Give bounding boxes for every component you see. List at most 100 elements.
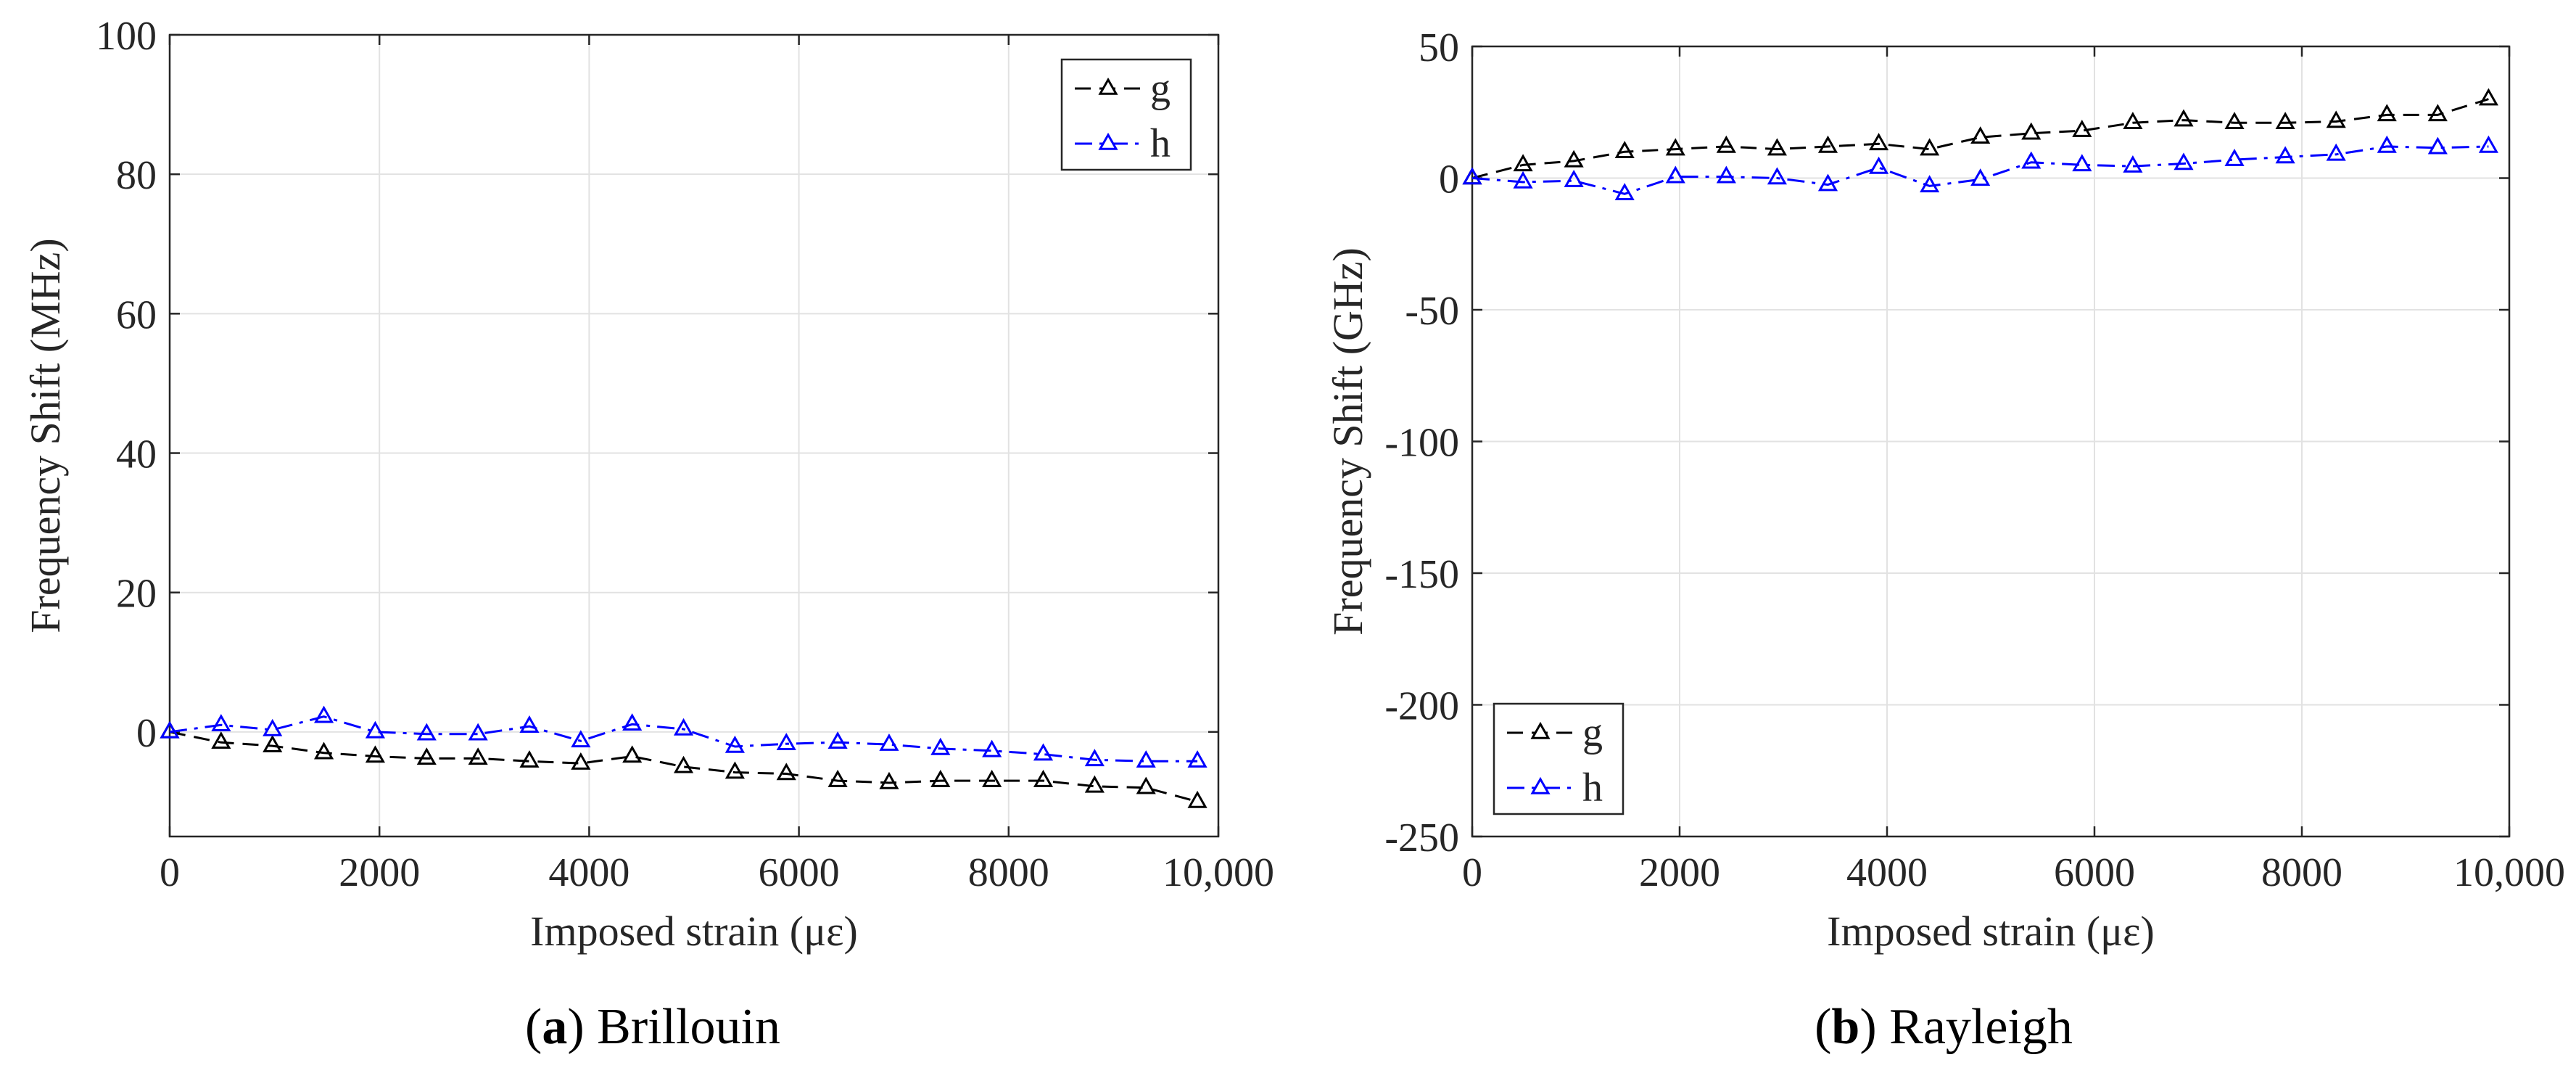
data-point-g — [930, 769, 951, 787]
data-point-g — [879, 771, 899, 789]
data-point-g — [1136, 776, 1156, 794]
legend-marker-g — [1098, 77, 1118, 95]
data-point-g — [263, 734, 283, 752]
series-line-g — [169, 731, 1198, 803]
data-point-g — [673, 755, 694, 773]
data-point-g — [1033, 769, 1054, 787]
data-point-g — [2174, 109, 2194, 127]
data-point-h — [468, 723, 488, 741]
series-line-h — [169, 715, 1198, 763]
data-point-h — [622, 713, 643, 731]
y-tick-label: -200 — [1384, 684, 1459, 729]
data-point-g — [1614, 141, 1635, 158]
data-point-h — [982, 739, 1002, 757]
data-point-h — [827, 731, 848, 749]
data-point-h — [365, 720, 385, 739]
data-point-g — [827, 769, 848, 787]
data-point-h — [571, 730, 591, 748]
data-point-g — [724, 761, 745, 779]
data-point-g — [2021, 122, 2042, 140]
data-point-h — [724, 735, 745, 753]
data-point-g — [1920, 138, 1940, 156]
legend-box — [1493, 702, 1625, 815]
y-axis-label: Frequency Shift (MHz) — [22, 238, 69, 633]
legend-label-h: h — [1582, 765, 1603, 810]
data-point-g — [1716, 135, 1736, 153]
y-tick-label: -150 — [1384, 552, 1459, 597]
data-point-g — [1084, 775, 1105, 793]
data-point-h — [673, 718, 694, 736]
data-point-g — [2123, 112, 2143, 130]
data-point-h — [2427, 136, 2448, 155]
rayleigh-chart-panel: 0 2000 4000 6000 8000 10,000 -250 -200 -150 -100 -… — [1324, 25, 2565, 1055]
series-line-g — [1471, 98, 2489, 179]
data-point-h — [879, 733, 899, 751]
plot-area — [170, 35, 1218, 837]
legend-marker-h — [1098, 132, 1118, 150]
brillouin-chart-panel: 0 2000 4000 6000 8000 10,000 0 20 40 60 80 100 Impos… — [22, 14, 1274, 1055]
data-point-h — [2123, 155, 2143, 173]
data-point-h — [2174, 152, 2194, 170]
x-tick-label: 0 — [1462, 850, 1482, 895]
y-axis-label: Frequency Shift (GHz) — [1324, 247, 1371, 636]
data-point-h — [1187, 750, 1208, 768]
y-tick-label: 100 — [96, 14, 157, 59]
x-tick-label: 6000 — [2054, 850, 2135, 895]
data-point-h — [160, 720, 180, 739]
x-tick-label: 6000 — [759, 850, 840, 895]
data-point-g — [1868, 133, 1889, 151]
data-point-h — [1868, 156, 1889, 174]
data-point-h — [1462, 167, 1482, 185]
data-point-h — [1970, 168, 1991, 186]
x-axis-label: Imposed strain (με) — [530, 908, 858, 955]
y-tick-label: -100 — [1384, 421, 1459, 466]
data-point-h — [1084, 749, 1105, 767]
data-point-h — [211, 714, 231, 732]
data-point-h — [776, 733, 796, 750]
data-point-g — [416, 747, 437, 765]
x-tick-label: 2000 — [1639, 850, 1720, 895]
data-point-g — [1970, 126, 1991, 144]
data-point-g — [1817, 135, 1838, 153]
data-point-h — [1033, 743, 1054, 761]
legend-label-g: g — [1582, 710, 1603, 755]
x-tick-label: 4000 — [1846, 850, 1928, 895]
data-point-g — [2427, 104, 2448, 122]
data-point-h — [1716, 165, 1736, 184]
data-point-h — [1665, 165, 1685, 184]
data-point-h — [2377, 135, 2397, 153]
x-tick-label: 8000 — [968, 850, 1049, 895]
data-point-h — [2021, 151, 2042, 169]
y-tick-label: 50 — [1419, 25, 1459, 70]
data-point-h — [1614, 183, 1635, 201]
legend-marker-g — [1530, 721, 1551, 739]
data-point-h — [1513, 170, 1533, 189]
data-point-h — [2224, 148, 2245, 166]
y-tick-label: 0 — [1439, 157, 1459, 202]
data-point-g — [313, 741, 334, 760]
data-point-h — [1136, 750, 1156, 768]
series-line-h — [1471, 145, 2489, 195]
data-point-h — [1817, 173, 1838, 192]
y-tick-label: 40 — [116, 432, 157, 477]
panel-caption: (b) Rayleigh — [1815, 999, 2073, 1055]
panel-caption: (a) Brillouin — [525, 999, 780, 1055]
data-point-g — [468, 747, 488, 765]
axes-box — [168, 33, 1220, 838]
y-tick-label: 20 — [116, 572, 157, 617]
x-tick-label: 0 — [160, 850, 180, 895]
data-point-g — [2377, 104, 2397, 122]
data-point-h — [930, 737, 951, 755]
data-point-h — [2275, 146, 2295, 164]
data-point-h — [313, 705, 334, 723]
legend-label-h: h — [1150, 121, 1171, 166]
data-point-g — [2072, 120, 2092, 137]
y-tick-label: -50 — [1405, 289, 1459, 334]
data-point-h — [1767, 167, 1787, 185]
data-point-g — [2275, 112, 2295, 130]
legend: gh — [1060, 58, 1192, 171]
x-tick-label: 10,000 — [1163, 850, 1274, 895]
data-point-g — [776, 763, 796, 781]
data-point-h — [263, 718, 283, 736]
data-point-h — [2326, 143, 2346, 161]
